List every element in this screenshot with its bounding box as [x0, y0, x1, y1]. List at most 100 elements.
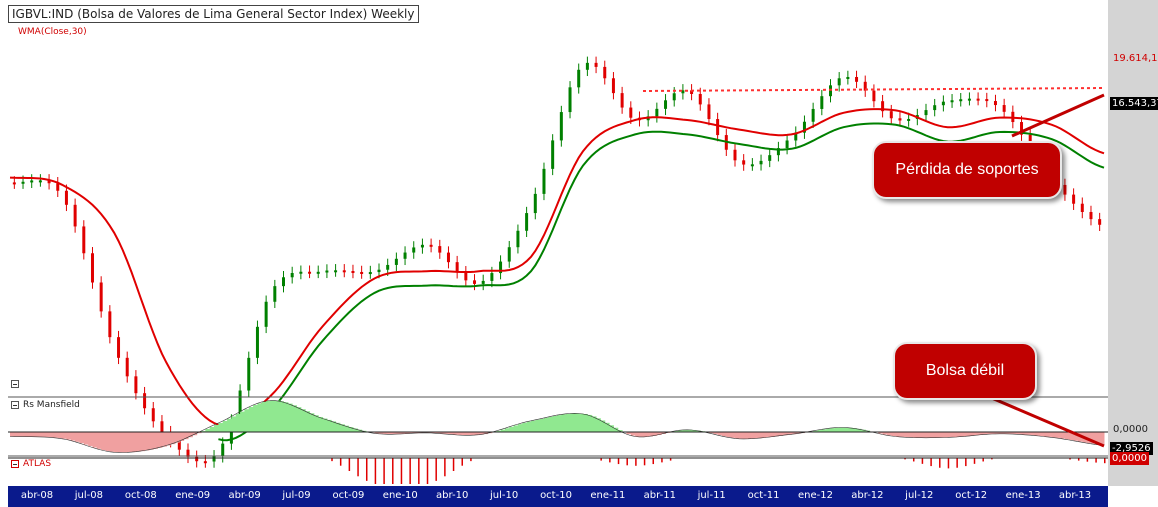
rs-mansfield-area: [448, 432, 454, 435]
rs-mansfield-area: [62, 432, 67, 439]
x-axis-label: abr-09: [228, 490, 261, 501]
candle-body: [993, 101, 997, 106]
candle-body: [959, 99, 963, 102]
candle-body: [247, 357, 251, 391]
rs-mansfield-area: [1030, 432, 1036, 436]
rs-panel-label: Rs Mansfield: [23, 400, 80, 410]
candle-body: [585, 62, 589, 70]
candle-body: [99, 282, 103, 312]
atlas-bar: [669, 458, 672, 461]
rs-mansfield-area: [109, 432, 115, 452]
atlas-bar: [374, 458, 377, 484]
rs-mansfield-area: [1038, 432, 1044, 437]
atlas-bar: [452, 458, 455, 471]
candle-body: [56, 183, 60, 191]
last-price-tag: 16.543,37: [1110, 97, 1158, 110]
candle-body: [177, 441, 181, 450]
rs-mansfield-line: [9, 400, 1105, 453]
candle-body: [160, 421, 164, 433]
candle-body: [690, 90, 694, 94]
rs-mansfield-area: [357, 429, 363, 432]
rs-mansfield-area: [348, 427, 354, 432]
rs-mansfield-area: [1017, 432, 1023, 435]
rs-mansfield-area: [830, 428, 836, 432]
atlas-bar: [392, 458, 394, 484]
candle-body: [837, 78, 841, 86]
atlas-bar: [426, 458, 429, 484]
candle-body: [499, 261, 503, 274]
atlas-bar: [652, 458, 655, 465]
rs-mansfield-area: [344, 425, 350, 432]
atlas-bar: [1077, 458, 1080, 461]
rs-mansfield-area: [1060, 432, 1066, 439]
atlas-bar: [418, 458, 420, 484]
atlas-bar: [444, 458, 446, 477]
rs-mansfield-area: [1008, 432, 1014, 434]
rs-mansfield-area: [248, 407, 254, 432]
candle-body: [308, 271, 312, 274]
rs-mansfield-area: [926, 432, 931, 438]
weak-market-callout: Bolsa débil: [893, 342, 1037, 400]
atlas-bar: [912, 458, 915, 462]
rs-mansfield-area: [240, 411, 245, 432]
rs-mansfield-area: [904, 432, 910, 438]
candle-body: [611, 78, 615, 94]
rs-mansfield-area: [787, 432, 792, 435]
rs-mansfield-area: [1025, 432, 1031, 435]
atlas-bar: [617, 458, 620, 465]
rs-mansfield-area: [908, 432, 914, 438]
rs-mansfield-area: [23, 432, 28, 437]
candle-body: [464, 272, 468, 281]
rs-mansfield-area: [465, 432, 471, 436]
rs-mansfield-area: [708, 432, 714, 434]
rs-mansfield-area: [557, 415, 562, 432]
rs-mansfield-area: [626, 432, 632, 435]
candle-body: [134, 376, 138, 394]
candle-body: [264, 301, 268, 327]
atlas-bar: [470, 458, 472, 462]
x-axis-label: oct-08: [124, 490, 157, 501]
rs-mansfield-area: [1012, 432, 1018, 435]
candle-body: [1089, 211, 1093, 220]
rs-mansfield-area: [604, 422, 610, 432]
rs-mansfield-area: [1056, 432, 1062, 438]
candle-body: [351, 271, 355, 274]
candle-body: [716, 119, 720, 136]
rs-mansfield-area: [960, 432, 966, 437]
rs-mansfield-area: [392, 432, 397, 435]
x-axis-label: ene-12: [798, 490, 833, 501]
candle-body: [794, 132, 798, 141]
chart-title: IGBVL:IND (Bolsa de Valores de Lima Gene…: [8, 5, 419, 23]
candle-body: [881, 101, 885, 112]
rs-mansfield-area: [231, 416, 237, 432]
price-scale: [1108, 0, 1158, 486]
rs-mansfield-area: [535, 419, 541, 432]
collapse-atlas-icon[interactable]: [11, 460, 19, 468]
rs-mansfield-area: [596, 418, 601, 432]
collapse-rs-icon[interactable]: [11, 401, 19, 409]
candle-body: [151, 408, 155, 422]
rs-mansfield-area: [982, 432, 988, 435]
rs-mansfield-area: [135, 432, 141, 452]
rs-panel-header: Rs Mansfield: [11, 400, 80, 410]
rs-mansfield-area: [192, 432, 198, 436]
candle-body: [1080, 203, 1084, 212]
candle-body: [238, 390, 242, 421]
rs-mansfield-area: [179, 432, 185, 441]
rs-mansfield-area: [174, 432, 180, 443]
collapse-main-icon[interactable]: [11, 380, 19, 388]
rs-mansfield-area: [57, 432, 63, 439]
rs-mansfield-area: [774, 432, 779, 437]
rs-mansfield-area: [379, 432, 384, 434]
support-loss-callout: Pérdida de soportes: [872, 141, 1062, 199]
x-axis-label: abr-10: [436, 490, 469, 501]
rs-mansfield-area: [978, 432, 983, 436]
rs-mansfield-area: [743, 432, 749, 439]
candle-body: [898, 118, 902, 121]
rs-mansfield-area: [257, 403, 263, 432]
candle-body: [21, 181, 25, 184]
candle-body: [125, 357, 129, 377]
rs-mansfield-area: [214, 424, 219, 432]
rs-mansfield-area: [761, 432, 766, 438]
